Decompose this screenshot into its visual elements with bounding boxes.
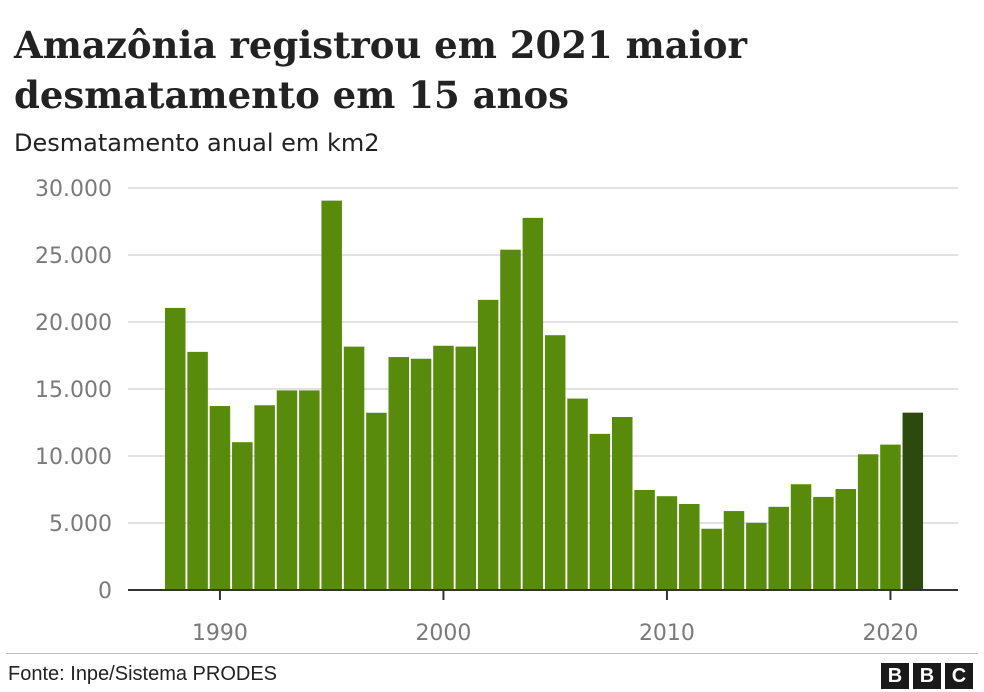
bar-1988 [165, 307, 186, 590]
y-tick-label: 0 [98, 579, 112, 604]
bar-2017 [813, 496, 834, 590]
bar-2007 [589, 433, 611, 590]
bar-1994 [299, 390, 320, 590]
bbc-logo-letter-3: C [945, 663, 973, 689]
x-tick-label: 2020 [862, 621, 918, 646]
x-tick-label: 2000 [415, 621, 471, 646]
bar-1996 [343, 346, 365, 590]
bar-2009 [634, 489, 655, 590]
bbc-logo-letter-1: B [881, 663, 909, 689]
bar-2010 [656, 496, 678, 590]
bar-2003 [500, 249, 521, 590]
y-tick-label: 20.000 [35, 311, 112, 336]
x-axis [128, 589, 958, 600]
bar-1992 [254, 405, 275, 590]
bar-2020 [880, 444, 901, 590]
bar-1999 [410, 358, 432, 590]
bar-1997 [366, 412, 387, 590]
bar-2001 [455, 346, 477, 590]
bar-2012 [701, 528, 722, 590]
x-axis-tick-labels: 1990 2000 2010 2020 [192, 621, 919, 646]
bar-2019 [857, 454, 879, 590]
source-divider [6, 653, 978, 654]
chart-title: Amazônia registrou em 2021 maior desmata… [14, 23, 747, 117]
bar-2011 [679, 504, 700, 590]
y-tick-label: 10.000 [35, 445, 112, 470]
bar-2000 [433, 345, 454, 590]
source-note: Fonte: Inpe/Sistema PRODES [8, 663, 278, 685]
bar-1990 [209, 406, 231, 590]
y-tick-label: 15.000 [35, 378, 112, 403]
bar-2008 [612, 416, 633, 590]
y-tick-label: 5.000 [49, 512, 112, 537]
bbc-logo: B B C [881, 663, 973, 689]
y-tick-label: 30.000 [35, 177, 112, 202]
bar-2004 [522, 217, 544, 591]
bar-1993 [276, 390, 298, 590]
x-tick-label: 2010 [639, 621, 695, 646]
bar-chart: 0 5.000 10.000 15.000 20.000 25.000 30.000 199… [35, 177, 958, 646]
bars [165, 200, 924, 591]
bar-2015 [768, 506, 789, 590]
bar-2018 [835, 489, 856, 590]
bar-1991 [232, 442, 253, 590]
chart-subtitle: Desmatamento anual em km2 [14, 129, 380, 157]
bbc-logo-letter-2: B [913, 663, 941, 689]
bar-1995 [321, 200, 342, 591]
bar-2013 [723, 511, 745, 590]
bar-2021 [902, 412, 924, 590]
bar-1998 [388, 357, 409, 590]
bar-1989 [187, 351, 208, 590]
bar-2006 [567, 398, 588, 590]
bar-2005 [544, 335, 566, 590]
bar-2016 [790, 484, 812, 590]
x-tick-label: 1990 [192, 621, 248, 646]
bar-2014 [746, 522, 767, 590]
y-axis-tick-labels: 0 5.000 10.000 15.000 20.000 25.000 30.000 [35, 177, 112, 604]
bar-2002 [477, 299, 499, 590]
y-tick-label: 25.000 [35, 244, 112, 269]
